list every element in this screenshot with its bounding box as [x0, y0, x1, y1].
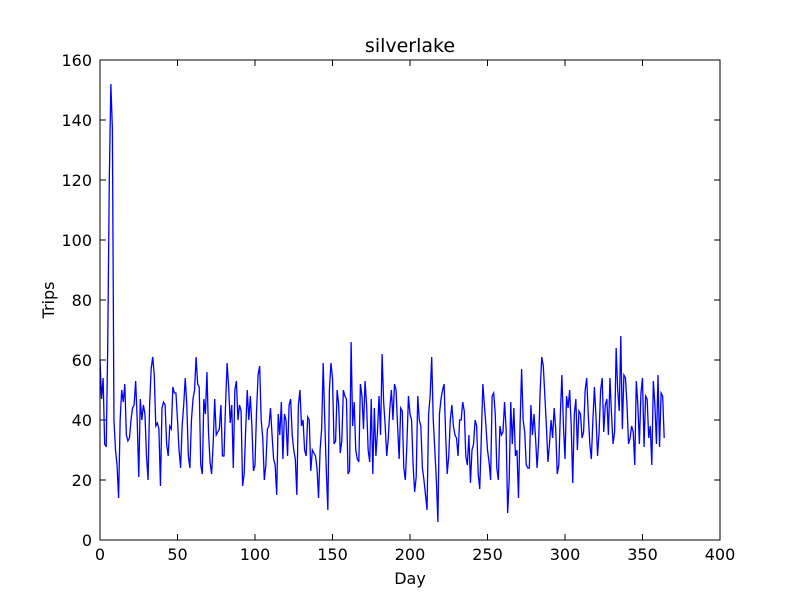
x-tick-label: 250	[472, 545, 503, 564]
y-tick-label: 0	[82, 531, 92, 550]
data-line	[99, 83, 665, 523]
x-tick-label: 350	[627, 545, 658, 564]
plot-frame	[99, 59, 721, 541]
y-tick-label: 80	[72, 291, 92, 310]
y-tick-label: 120	[61, 171, 92, 190]
x-tick-label: 200	[395, 545, 426, 564]
x-tick-label: 150	[317, 545, 348, 564]
y-axis-label: Trips	[39, 282, 58, 320]
x-tick-label: 50	[167, 545, 187, 564]
y-tick-label: 140	[61, 111, 92, 130]
y-tick-label: 60	[72, 351, 92, 370]
y-tick-label: 40	[72, 411, 92, 430]
x-tick-label: 300	[550, 545, 581, 564]
x-tick-label: 400	[705, 545, 736, 564]
y-tick-label: 100	[61, 231, 92, 250]
x-axis-label: Day	[394, 569, 426, 588]
x-tick-label: 0	[95, 545, 105, 564]
chart-title: silverlake	[365, 35, 455, 57]
y-tick-label: 160	[61, 51, 92, 70]
y-tick-label: 20	[72, 471, 92, 490]
x-tick-label: 100	[240, 545, 271, 564]
